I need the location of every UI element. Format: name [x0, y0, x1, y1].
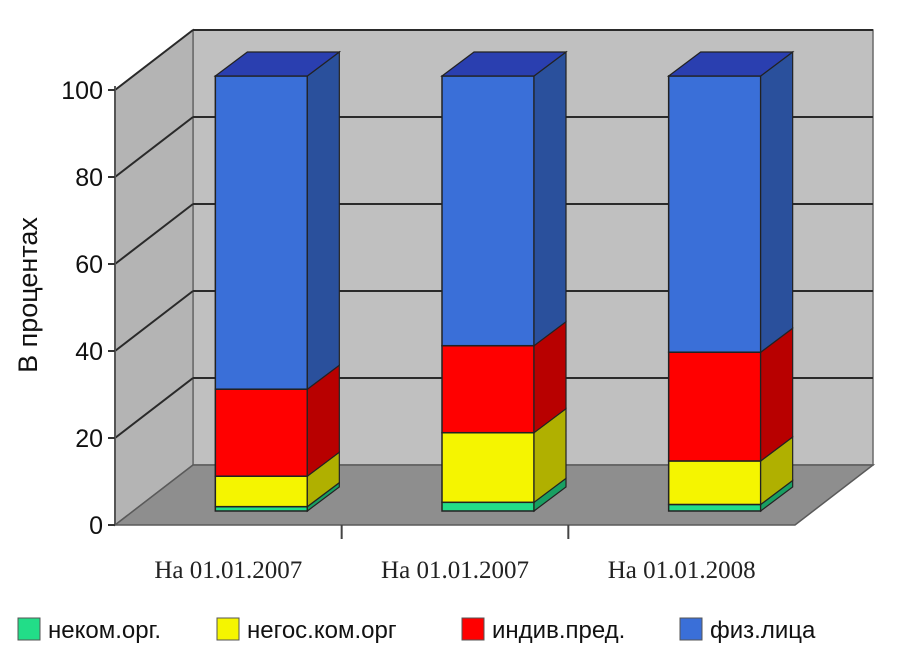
bar-stack	[440, 50, 568, 513]
gridline-side	[114, 116, 194, 178]
bar-segment-side	[533, 50, 567, 347]
bar-segment-front	[667, 460, 762, 506]
x-axis-labels: На 01.01.2007 На 01.01.2007 На 01.01.2008	[154, 525, 756, 584]
bar-segment-side	[760, 50, 794, 354]
legend-swatch	[679, 617, 703, 641]
x-category-label: На 01.01.2007	[381, 557, 529, 584]
legend-swatch	[17, 617, 41, 641]
y-tick-label: 20	[75, 425, 103, 453]
bar-segment-front	[214, 75, 309, 390]
bar-top	[213, 51, 342, 77]
bar-stack	[213, 50, 342, 513]
bar-stack	[666, 50, 795, 513]
legend-swatch	[461, 617, 485, 641]
y-tick-label: 40	[75, 338, 103, 366]
gridline-side	[114, 377, 194, 439]
x-category-label: На 01.01.2007	[154, 557, 302, 584]
gridline-side	[114, 290, 194, 352]
legend-label: неком.орг.	[48, 617, 161, 644]
legend-item: негос.ком.орг	[216, 617, 397, 644]
bar-segment-front	[441, 75, 535, 347]
y-axis-title: В процентах	[13, 217, 43, 373]
legend-label: индив.пред.	[492, 617, 625, 644]
bar-segment-front	[214, 388, 309, 477]
legend-swatch	[216, 617, 240, 641]
bar-segment-front	[667, 503, 762, 512]
bar-segment-front	[441, 344, 535, 434]
legend-item: индив.пред.	[461, 617, 625, 644]
gridline-side	[114, 203, 194, 265]
chart-bars	[213, 50, 795, 513]
y-tick-label: 80	[75, 164, 103, 192]
y-tick-label: 0	[89, 512, 103, 540]
chart-legend: неком.орг. негос.ком.орг индив.пред. физ.ли…	[17, 617, 816, 644]
y-tick-label: 60	[75, 251, 103, 279]
bar-segment-side	[306, 50, 340, 391]
bar-segment-front	[667, 351, 762, 462]
bar-segment-front	[441, 501, 535, 512]
gridline-side	[114, 29, 194, 91]
bar-segment-front	[441, 431, 535, 504]
bar-segment-front	[214, 475, 309, 508]
legend-item: физ.лица	[679, 617, 816, 644]
legend-item: неком.орг.	[17, 617, 161, 644]
y-axis-ticks: 0 20 40 60 80 100	[61, 77, 116, 540]
x-category-label: На 01.01.2008	[608, 557, 756, 584]
bar-top	[440, 51, 568, 77]
legend-label: физ.лица	[710, 617, 816, 644]
bar-top	[666, 51, 795, 77]
y-tick-label: 100	[61, 77, 103, 105]
bar-segment-front	[667, 75, 762, 353]
legend-label: негос.ком.орг	[247, 617, 397, 644]
side-wall	[114, 28, 194, 527]
